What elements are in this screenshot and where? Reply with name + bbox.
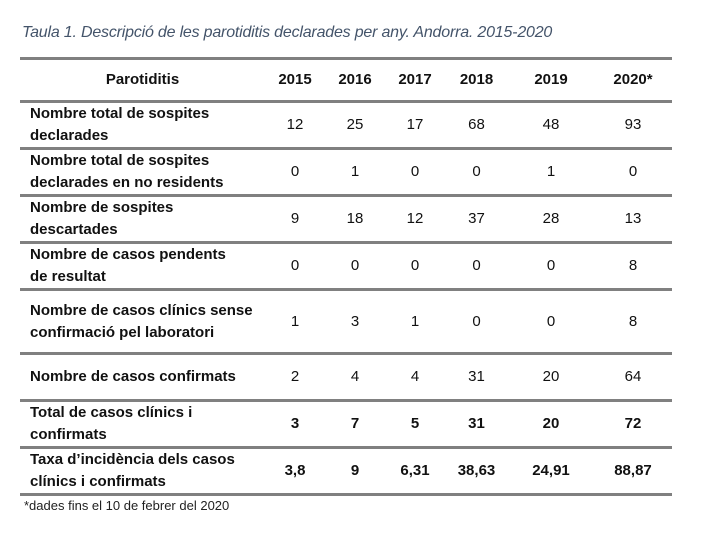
table-container: Parotiditis 2015 2016 2017 2018 2019 202… [20, 57, 672, 514]
cell-value: 0 [594, 147, 672, 196]
cell-value: 9 [325, 446, 385, 496]
cell-value: 0 [265, 241, 325, 290]
cell-value: 72 [594, 399, 672, 448]
table-row: Nombre de casos confirmats 2 4 4 31 20 64 [20, 352, 672, 401]
table-row: Total de casos clínics i confirmats 3 7 5 31… [20, 399, 672, 448]
cell-value: 28 [508, 194, 594, 243]
cell-value: 1 [325, 147, 385, 196]
footnote: *dades fins el 10 de febrer del 2020 [24, 498, 230, 513]
cell-value: 0 [385, 147, 445, 196]
column-header: Parotiditis [20, 57, 265, 102]
cell-value: 1 [385, 288, 445, 354]
cell-value: 0 [445, 288, 508, 354]
column-header: 2019 [508, 57, 594, 102]
row-label: Total de casos clínics i confirmats [20, 399, 265, 448]
cell-value: 18 [325, 194, 385, 243]
table-caption: Taula 1. Descripció de les parotiditis d… [22, 24, 553, 41]
table-row: Nombre de casos pendents de resultat 0 0 0 0… [20, 241, 672, 290]
cell-value: 3,8 [265, 446, 325, 496]
cell-value: 4 [385, 352, 445, 401]
cell-value: 0 [445, 147, 508, 196]
cell-value: 68 [445, 100, 508, 149]
cell-value: 88,87 [594, 446, 672, 496]
cell-value: 1 [265, 288, 325, 354]
row-label: Nombre de casos pendents de resultat [20, 241, 265, 290]
cell-value: 5 [385, 399, 445, 448]
table-row: Nombre total de sospites declarades en n… [20, 147, 672, 196]
cell-value: 31 [445, 352, 508, 401]
cell-value: 38,63 [445, 446, 508, 496]
cell-value: 0 [325, 241, 385, 290]
parotiditis-table: Parotiditis 2015 2016 2017 2018 2019 202… [20, 57, 672, 496]
cell-value: 9 [265, 194, 325, 243]
cell-value: 0 [385, 241, 445, 290]
row-label: Nombre de sospites descartades [20, 194, 265, 243]
cell-value: 8 [594, 288, 672, 354]
column-header: 2015 [265, 57, 325, 102]
table-row: Nombre total de sospites declarades 12 25 1… [20, 100, 672, 149]
row-label: Nombre de casos clínics sense confirmaci… [20, 288, 265, 354]
cell-value: 20 [508, 399, 594, 448]
cell-value: 12 [385, 194, 445, 243]
cell-value: 0 [445, 241, 508, 290]
cell-value: 64 [594, 352, 672, 401]
cell-value: 3 [265, 399, 325, 448]
cell-value: 24,91 [508, 446, 594, 496]
cell-value: 93 [594, 100, 672, 149]
cell-value: 4 [325, 352, 385, 401]
column-header: 2017 [385, 57, 445, 102]
cell-value: 17 [385, 100, 445, 149]
cell-value: 0 [265, 147, 325, 196]
row-label: Nombre de casos confirmats [20, 352, 265, 401]
cell-value: 6,31 [385, 446, 445, 496]
row-label: Nombre total de sospites declarades en n… [20, 147, 265, 196]
cell-value: 3 [325, 288, 385, 354]
table-row: Nombre de sospites descartades 9 18 12 37 28 1… [20, 194, 672, 243]
cell-value: 7 [325, 399, 385, 448]
header-row: Parotiditis 2015 2016 2017 2018 2019 202… [20, 57, 672, 102]
cell-value: 8 [594, 241, 672, 290]
table-row: Taxa d’incidència dels casos clínics i c… [20, 446, 672, 496]
column-header: 2020* [594, 57, 672, 102]
cell-value: 37 [445, 194, 508, 243]
cell-value: 2 [265, 352, 325, 401]
row-label: Nombre total de sospites declarades [20, 100, 265, 149]
column-header: 2018 [445, 57, 508, 102]
cell-value: 13 [594, 194, 672, 243]
cell-value: 31 [445, 399, 508, 448]
cell-value: 12 [265, 100, 325, 149]
cell-value: 1 [508, 147, 594, 196]
cell-value: 48 [508, 100, 594, 149]
cell-value: 0 [508, 288, 594, 354]
cell-value: 0 [508, 241, 594, 290]
cell-value: 25 [325, 100, 385, 149]
row-label: Taxa d’incidència dels casos clínics i c… [20, 446, 265, 496]
column-header: 2016 [325, 57, 385, 102]
cell-value: 20 [508, 352, 594, 401]
table-row: Nombre de casos clínics sense confirmaci… [20, 288, 672, 354]
